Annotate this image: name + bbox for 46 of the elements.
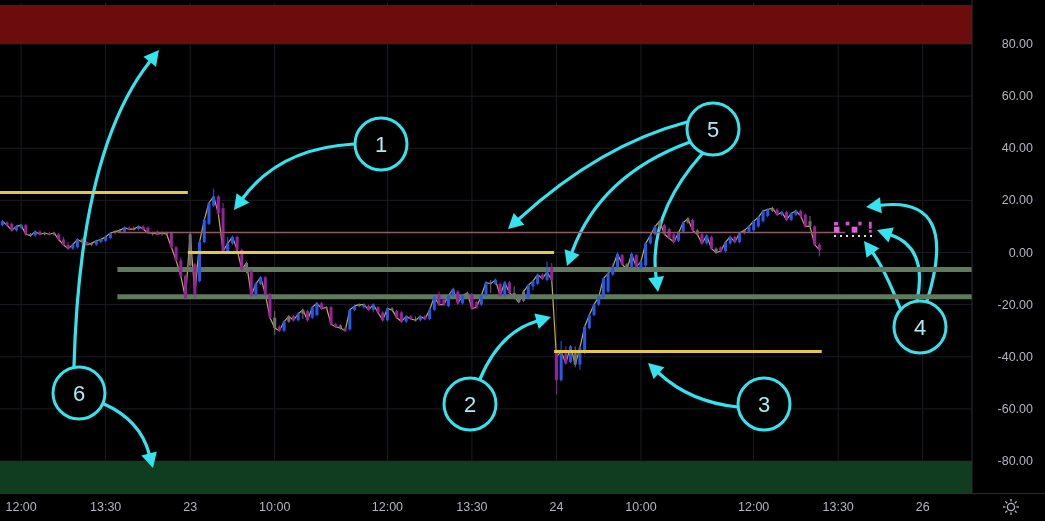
candlestick	[212, 188, 216, 208]
annotation: 6	[72, 380, 86, 406]
x-tick-label: 13:30	[456, 500, 488, 514]
y-tick-label: 80.00	[1001, 37, 1034, 51]
x-tick-label: 23	[183, 500, 198, 514]
candlestick	[545, 261, 549, 282]
x-tick-label: 10:00	[259, 500, 291, 514]
candlestick	[813, 224, 817, 247]
x-tick-label: 12:00	[5, 500, 37, 514]
x-tick-label: 13:30	[90, 500, 122, 514]
candlestick	[348, 308, 352, 332]
candlestick	[263, 275, 267, 297]
candlestick	[179, 257, 183, 278]
candlestick	[301, 308, 305, 320]
y-tick-label: -60.00	[997, 401, 1034, 416]
x-tick-label: 12:00	[371, 500, 404, 514]
y-tick-label: 20.00	[1001, 193, 1034, 208]
y-tick-label: 60.00	[1001, 89, 1034, 104]
x-tick-label: 12:00	[738, 500, 770, 514]
candlestick	[66, 241, 70, 251]
candlestick	[550, 262, 554, 282]
candlestick	[329, 305, 333, 326]
y-tick-label: 40.00	[1001, 141, 1034, 156]
x-tick-label: 10:00	[625, 500, 657, 514]
candlestick	[160, 231, 164, 237]
y-tick-label: -20.00	[997, 297, 1034, 312]
annotation: 1	[374, 131, 388, 157]
candlestick	[606, 271, 610, 294]
annotation: 2	[463, 391, 477, 417]
annotation: 4	[913, 314, 927, 340]
x-tick-label: 13:30	[822, 500, 854, 514]
candlestick	[52, 231, 56, 237]
candlestick	[601, 276, 605, 299]
y-tick-label: 0.00	[1008, 245, 1034, 260]
x-tick-label: 24	[549, 500, 564, 514]
x-tick-label: 26	[915, 500, 930, 514]
candlestick	[268, 292, 272, 320]
candlestick	[644, 241, 648, 268]
candlestick	[183, 274, 187, 300]
candlestick	[808, 215, 812, 229]
annotation: 5	[706, 116, 720, 142]
candlestick	[273, 310, 277, 336]
annotation: 3	[757, 391, 771, 417]
y-tick-label: -80.00	[997, 454, 1034, 469]
candlestick	[216, 194, 220, 216]
y-tick-label: -40.00	[997, 349, 1034, 364]
